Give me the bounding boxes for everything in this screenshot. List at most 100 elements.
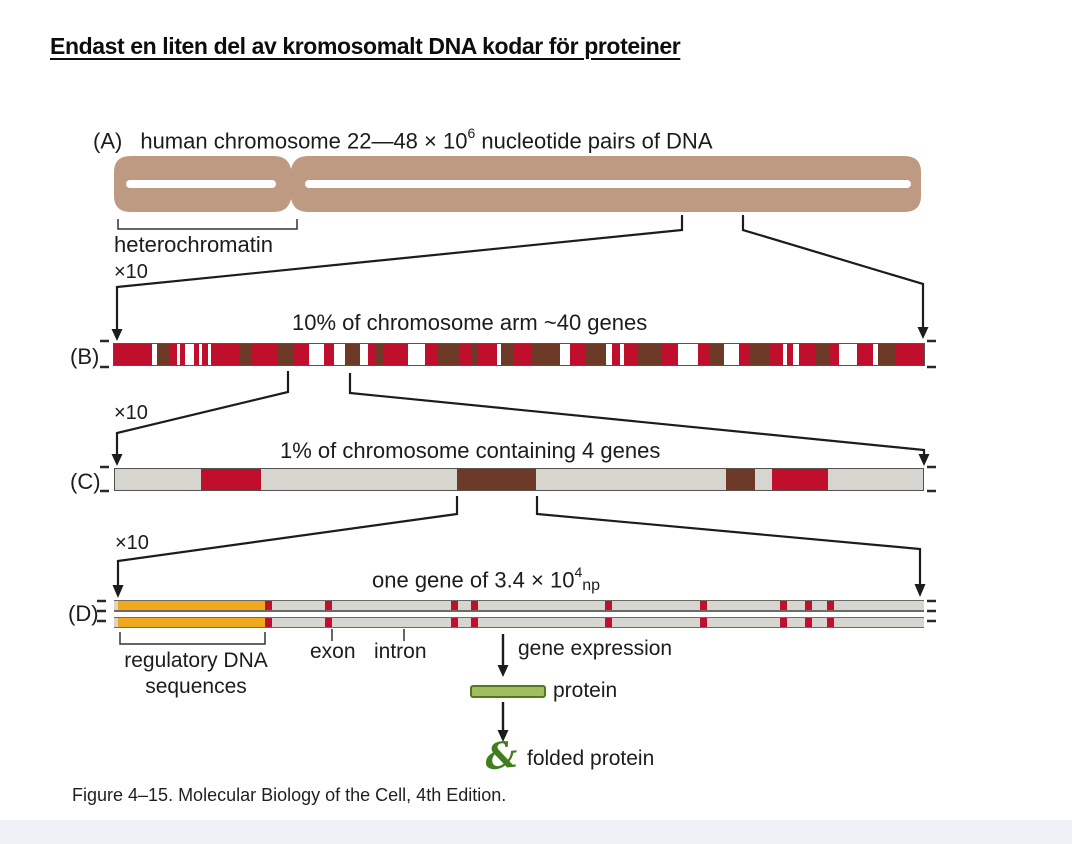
bar-segment <box>769 344 784 365</box>
figure-caption: Figure 4–15. Molecular Biology of the Ce… <box>72 785 507 805</box>
bar-segment <box>605 344 612 365</box>
bar-segment <box>151 344 157 365</box>
zoom-factor-label-1: ×10 <box>114 261 148 283</box>
bar-segment <box>460 344 472 365</box>
gene-bar-line <box>114 627 924 628</box>
bar-segment <box>308 344 324 365</box>
bar-segment <box>857 344 874 365</box>
exon-label: exon <box>310 640 356 663</box>
bar-segment <box>637 344 662 365</box>
bar-segment <box>239 344 252 365</box>
bar-segment <box>169 344 177 365</box>
bar-segment <box>251 344 278 365</box>
bar-segment <box>293 344 309 365</box>
bar-segment <box>611 344 620 365</box>
bar-segment <box>501 344 515 365</box>
bar-segment <box>184 344 194 365</box>
bar-segment <box>193 344 199 365</box>
zoom-factor-label-3: ×10 <box>115 532 149 554</box>
bar-segment <box>783 344 788 365</box>
bar-segment <box>878 344 897 365</box>
bar-segment <box>497 344 502 365</box>
bar-segment <box>569 344 586 365</box>
bar-segment <box>425 344 439 365</box>
bar-segment <box>815 344 830 365</box>
panel-a-heading: (A) human chromosome 22—48 × 106 nucleoti… <box>93 125 713 154</box>
panel-c-label: (C) <box>70 469 101 494</box>
bar-segment <box>360 344 369 365</box>
bar-segment <box>477 344 498 365</box>
panel-d-unit: np <box>582 577 601 595</box>
bar-segment <box>345 344 361 365</box>
chromosome-arm-bar <box>113 343 925 366</box>
regulatory-dna-line2: sequences <box>145 675 247 698</box>
bar-segment <box>260 469 458 490</box>
regulatory-dna-line1: regulatory DNA <box>124 649 268 672</box>
bar-segment <box>535 469 726 490</box>
slide-footer-band <box>0 820 1072 844</box>
bar-segment <box>828 469 923 490</box>
bar-segment <box>793 344 800 365</box>
panel-a-exponent: 6 <box>467 125 476 141</box>
bar-segment <box>839 344 858 365</box>
bar-segment <box>723 344 740 365</box>
panel-d-label: (D) <box>68 601 99 626</box>
gene-bar-line <box>114 600 924 601</box>
bar-segment <box>829 344 840 365</box>
bar-segment <box>179 344 185 365</box>
bar-segment <box>619 344 624 365</box>
gene-bar-line <box>114 610 924 611</box>
protein-label: protein <box>553 679 618 702</box>
bar-segment <box>368 344 376 365</box>
gene-expression-label: gene expression <box>518 637 673 660</box>
bar-segment <box>277 344 294 365</box>
bar-segment <box>210 344 240 365</box>
bar-segment <box>739 344 750 365</box>
bar-segment <box>531 344 560 365</box>
chromosome-shape <box>114 156 921 212</box>
panel-d-exponent: 4 <box>574 564 583 580</box>
bar-segment <box>896 344 924 365</box>
gene-bar <box>114 600 924 628</box>
bar-segment <box>438 344 461 365</box>
protein-bar <box>470 685 546 698</box>
bar-segment <box>201 344 208 365</box>
bar-segment <box>457 469 536 490</box>
bar-segment <box>787 344 794 365</box>
bar-segment <box>559 344 570 365</box>
gene-bar-gap <box>114 611 924 618</box>
panel-c-heading: 1% of chromosome containing 4 genes <box>280 438 661 463</box>
folded-protein-icon: & <box>482 733 520 779</box>
panel-b-label: (B) <box>70 344 100 369</box>
panel-d-text: one gene of 3.4 × 10 <box>372 567 575 593</box>
bar-segment <box>114 344 152 365</box>
bar-segment <box>772 469 829 490</box>
heterochromatin-label: heterochromatin <box>114 232 273 257</box>
bar-segment <box>873 344 879 365</box>
bar-segment <box>697 344 710 365</box>
intron-label: intron <box>374 640 427 663</box>
bar-segment <box>323 344 335 365</box>
bar-segment <box>384 344 409 365</box>
bar-segment <box>725 469 756 490</box>
bar-segment <box>799 344 816 365</box>
bar-segment <box>514 344 532 365</box>
panel-a-text: human chromosome 22—48 × 10 <box>140 128 468 154</box>
chromosome-region-bar <box>114 468 924 491</box>
bar-segment <box>198 344 202 365</box>
bar-segment <box>176 344 180 365</box>
bar-segment <box>755 469 773 490</box>
bar-segment <box>585 344 606 365</box>
bar-segment <box>200 469 261 490</box>
regulatory-dna-label: regulatory DNA sequences <box>100 648 292 700</box>
bar-segment <box>623 344 638 365</box>
bar-segment <box>471 344 478 365</box>
panel-d-heading: one gene of 3.4 × 104np <box>372 564 601 595</box>
bar-segment <box>709 344 724 365</box>
bar-segment <box>156 344 170 365</box>
chromatid-gap-left <box>126 180 276 188</box>
bar-segment <box>115 469 201 490</box>
bar-segment <box>375 344 385 365</box>
bar-segment <box>408 344 426 365</box>
